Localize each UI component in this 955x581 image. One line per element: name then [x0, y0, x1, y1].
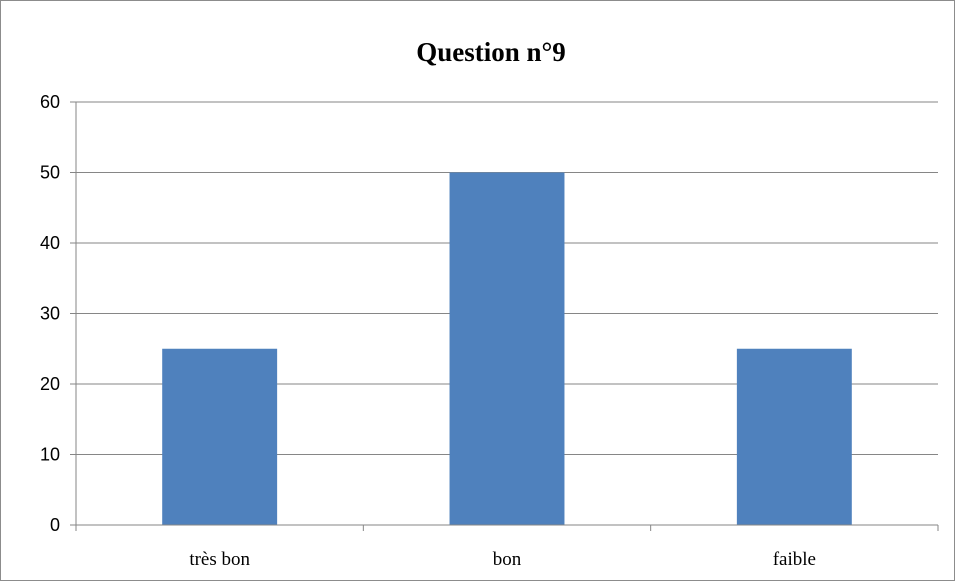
- bar-2: [449, 172, 565, 525]
- y-tick-label: 60: [40, 92, 60, 112]
- y-tick-label: 40: [40, 233, 60, 253]
- y-tick-label: 0: [50, 515, 60, 535]
- x-tick-label: très bon: [189, 549, 250, 570]
- bar-3: [736, 348, 852, 525]
- y-tick-label: 30: [40, 304, 60, 324]
- axes: [70, 102, 939, 531]
- bars: [162, 172, 852, 525]
- y-tick-label: 20: [40, 374, 60, 394]
- y-tick-label: 10: [40, 445, 60, 465]
- y-tick-label: 50: [40, 163, 60, 183]
- bar-1: [162, 348, 278, 525]
- x-tick-label: bon: [493, 549, 522, 570]
- x-tick-labels: très bon bon faible: [189, 549, 816, 570]
- x-tick-label: faible: [773, 549, 816, 570]
- chart-title: Question n°9: [416, 37, 566, 67]
- y-tick-labels: 0 10 20 30 40 50 60: [40, 92, 60, 535]
